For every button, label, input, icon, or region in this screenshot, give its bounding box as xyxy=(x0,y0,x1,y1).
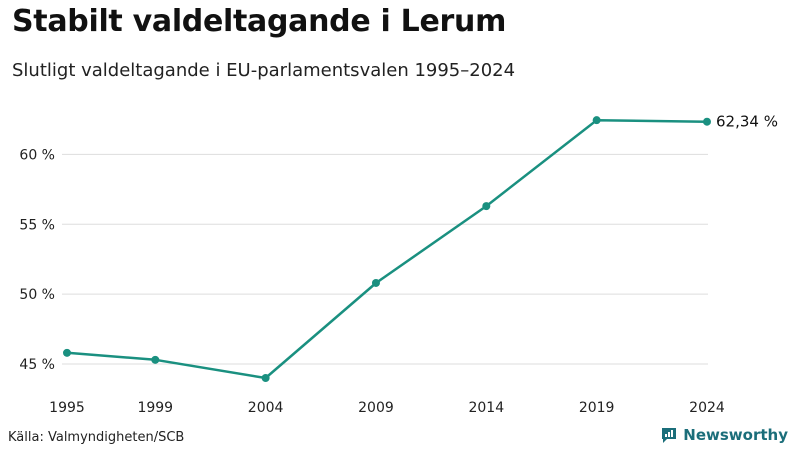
data-point-1999 xyxy=(151,355,160,364)
brand-logo: Newsworthy xyxy=(660,426,788,444)
x-tick-label-1995: 1995 xyxy=(49,400,85,416)
brand-name: Newsworthy xyxy=(683,426,788,444)
data-point-2014 xyxy=(482,202,491,211)
y-tick-label-55: 55 % xyxy=(19,217,55,233)
data-point-2009 xyxy=(371,278,380,287)
y-tick-label-45: 45 % xyxy=(19,357,55,373)
x-tick-label-2004: 2004 xyxy=(248,400,284,416)
x-tick-label-2024: 2024 xyxy=(689,400,725,416)
x-tick-label-2019: 2019 xyxy=(579,400,615,416)
data-point-2019 xyxy=(592,116,601,125)
y-tick-label-50: 50 % xyxy=(19,287,55,303)
x-tick-label-2009: 2009 xyxy=(358,400,394,416)
data-point-2024 xyxy=(703,117,711,126)
x-tick-label-2014: 2014 xyxy=(468,400,504,416)
data-point-2004 xyxy=(261,374,270,382)
chart-title: Stabilt valdeltagande i Lerum xyxy=(12,4,507,39)
x-tick-label-1999: 1999 xyxy=(137,400,173,416)
chart-subtitle: Slutligt valdeltagande i EU-parlamentsva… xyxy=(12,60,516,81)
series-line xyxy=(65,118,709,380)
end-value-label: 62,34 % xyxy=(716,113,778,131)
data-point-1995 xyxy=(63,348,71,357)
newsworthy-logo-icon xyxy=(662,428,677,443)
y-tick-label-60: 60 % xyxy=(19,147,55,163)
source-note: Källa: Valmyndigheten/SCB xyxy=(8,430,185,445)
